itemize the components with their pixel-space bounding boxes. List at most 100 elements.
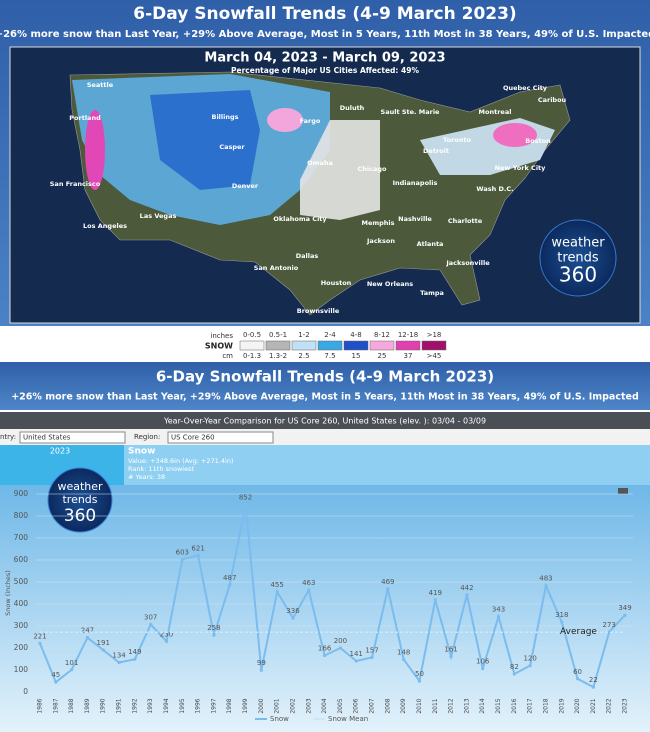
- legend-swatch: [369, 340, 395, 351]
- y-tick-label: 700: [14, 533, 29, 542]
- data-label: 603: [176, 548, 189, 556]
- point: [212, 633, 216, 637]
- legend-label: SNOW: [205, 342, 233, 351]
- legend-cm: 2.5: [298, 352, 309, 360]
- x-tick-label: 1991: [116, 698, 123, 713]
- x-tick-label: 2003: [305, 698, 312, 713]
- city-label: Wash D.C.: [476, 185, 513, 193]
- y-tick-label: 900: [14, 489, 29, 498]
- legend-cm: 7.5: [324, 352, 335, 360]
- city-label: New Orleans: [367, 280, 413, 288]
- x-tick-label: 2008: [384, 698, 391, 713]
- legend-cm: >45: [427, 352, 442, 360]
- info-title: Snow: [128, 447, 155, 457]
- legend-inches: 0.5-1: [269, 331, 287, 339]
- y-tick-label: 400: [14, 599, 29, 608]
- legend-swatch: [395, 340, 421, 351]
- legend-label: inches: [210, 332, 233, 340]
- y-tick-label: 800: [14, 511, 29, 520]
- plot: 0 100 200 300 400 500 600 700 800 900 1986 1987 1988…: [14, 489, 633, 723]
- city-label: Fargo: [300, 117, 321, 125]
- point: [370, 655, 374, 660]
- city-label: Houston: [321, 279, 352, 287]
- x-tick-label: 2020: [574, 698, 581, 713]
- legend-swatch: [317, 340, 343, 351]
- legend-swatch: [239, 340, 265, 351]
- city-label: Memphis: [361, 219, 394, 227]
- point: [354, 659, 358, 663]
- header-bg: [0, 362, 650, 410]
- city-label: Brownsville: [297, 307, 340, 315]
- snow-area: [267, 108, 303, 132]
- control-label: ntry:: [0, 433, 16, 441]
- data-label: 101: [65, 659, 78, 667]
- city-label: Seattle: [87, 81, 114, 89]
- data-label: 50: [415, 670, 424, 678]
- dropdown[interactable]: [167, 431, 274, 444]
- point: [228, 583, 232, 587]
- point: [607, 630, 611, 634]
- point: [243, 502, 248, 507]
- y-tick-label: 0: [23, 687, 28, 696]
- legend-inches: 2-4: [324, 331, 336, 339]
- point: [117, 660, 121, 665]
- menu-icon[interactable]: [618, 488, 628, 494]
- snow-area: [85, 110, 105, 190]
- x-tick-label: 2002: [289, 698, 296, 713]
- data-label: 455: [270, 581, 283, 589]
- data-label: 483: [539, 575, 552, 583]
- city-label: Dallas: [296, 252, 319, 260]
- logo: [539, 219, 617, 297]
- city-label: Montreal: [479, 108, 512, 116]
- city-label: Jacksonville: [445, 259, 490, 267]
- x-tick-label: 2005: [337, 698, 344, 713]
- city-label: Omaha: [307, 159, 333, 167]
- y-axis-title: Snow (inches): [4, 570, 12, 616]
- city-label: Toronto: [443, 136, 471, 144]
- x-tick-label: 2011: [432, 698, 439, 713]
- logo-text: 360: [559, 263, 597, 287]
- legend-swatch: [421, 340, 447, 351]
- logo-text: weather: [57, 480, 103, 493]
- point: [544, 584, 548, 588]
- subtitle: +26% more snow than Last Year, +29% Abov…: [0, 29, 650, 40]
- x-tick-label: 2022: [606, 698, 613, 713]
- point: [196, 553, 200, 557]
- data-label: 318: [555, 611, 568, 619]
- data-label: 149: [128, 648, 141, 656]
- data-label: 166: [318, 644, 332, 652]
- x-tick-label: 2019: [558, 698, 565, 713]
- point: [54, 680, 58, 684]
- point: [133, 657, 137, 661]
- info-line: Rank: 11th snowiest: [128, 465, 194, 473]
- city-label: New York City: [495, 164, 547, 172]
- legend-inches: 1-2: [298, 331, 309, 339]
- x-tick-label: 1999: [242, 698, 249, 713]
- x-tick-label: 1988: [68, 698, 75, 713]
- info-line: Value: +348.6in (Avg: +271.4in): [128, 457, 234, 465]
- city-label: Casper: [219, 143, 245, 151]
- city-label: Nashville: [398, 215, 432, 223]
- point: [259, 668, 263, 672]
- dropdown-value: US Core 260: [171, 434, 215, 442]
- data-label: 106: [476, 658, 490, 666]
- dropdown[interactable]: [19, 431, 126, 444]
- city-label: Caribou: [538, 96, 567, 104]
- point: [481, 667, 485, 671]
- city-label: San Francisco: [50, 180, 101, 188]
- data-label: 157: [365, 646, 378, 654]
- point: [512, 672, 516, 676]
- city-label: Jackson: [366, 237, 395, 245]
- x-tick-label: 2016: [511, 698, 518, 713]
- point: [101, 648, 105, 652]
- data-label: 191: [97, 639, 110, 647]
- legend-label: Snow: [270, 715, 289, 723]
- legend-cm: 25: [378, 352, 387, 360]
- data-label: 336: [286, 607, 300, 615]
- point: [496, 614, 501, 619]
- y-tick-label: 100: [14, 665, 29, 674]
- legend-cm: 15: [352, 352, 361, 360]
- mean-label: Average: [560, 627, 597, 637]
- x-tick-label: 2023: [622, 698, 629, 713]
